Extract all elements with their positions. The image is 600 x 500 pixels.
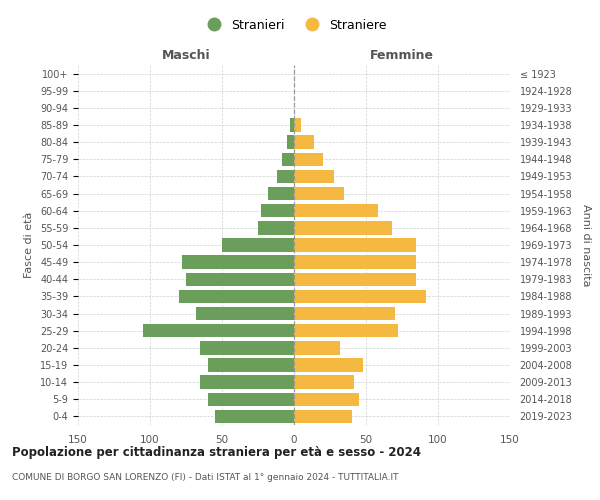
Bar <box>179 290 294 303</box>
Legend: Stranieri, Straniere: Stranieri, Straniere <box>196 14 392 37</box>
Bar <box>186 272 294 286</box>
Y-axis label: Fasce di età: Fasce di età <box>25 212 34 278</box>
Bar <box>294 324 398 338</box>
Text: COMUNE DI BORGO SAN LORENZO (FI) - Dati ISTAT al 1° gennaio 2024 - TUTTITALIA.IT: COMUNE DI BORGO SAN LORENZO (FI) - Dati … <box>12 472 398 482</box>
Bar <box>196 307 294 320</box>
Bar <box>283 152 294 166</box>
Bar <box>208 392 294 406</box>
Bar <box>277 170 294 183</box>
Bar <box>287 136 294 149</box>
Bar <box>200 341 294 354</box>
Bar <box>294 221 392 234</box>
Bar <box>294 204 377 218</box>
Bar <box>294 152 323 166</box>
Bar <box>294 272 416 286</box>
Bar <box>294 136 314 149</box>
Bar <box>294 170 334 183</box>
Bar <box>268 187 294 200</box>
Bar <box>200 376 294 389</box>
Bar <box>294 392 359 406</box>
Text: Maschi: Maschi <box>161 48 211 62</box>
Bar <box>261 204 294 218</box>
Bar <box>294 341 340 354</box>
Bar <box>294 256 416 269</box>
Y-axis label: Anni di nascita: Anni di nascita <box>581 204 591 286</box>
Bar <box>294 376 355 389</box>
Bar <box>294 238 416 252</box>
Bar <box>294 290 427 303</box>
Bar <box>222 238 294 252</box>
Bar <box>294 187 344 200</box>
Text: Popolazione per cittadinanza straniera per età e sesso - 2024: Popolazione per cittadinanza straniera p… <box>12 446 421 459</box>
Bar <box>294 358 363 372</box>
Bar <box>143 324 294 338</box>
Text: Femmine: Femmine <box>370 48 434 62</box>
Bar <box>294 410 352 423</box>
Bar <box>290 118 294 132</box>
Bar <box>208 358 294 372</box>
Bar <box>258 221 294 234</box>
Bar <box>294 307 395 320</box>
Bar <box>215 410 294 423</box>
Bar <box>182 256 294 269</box>
Bar <box>294 118 301 132</box>
